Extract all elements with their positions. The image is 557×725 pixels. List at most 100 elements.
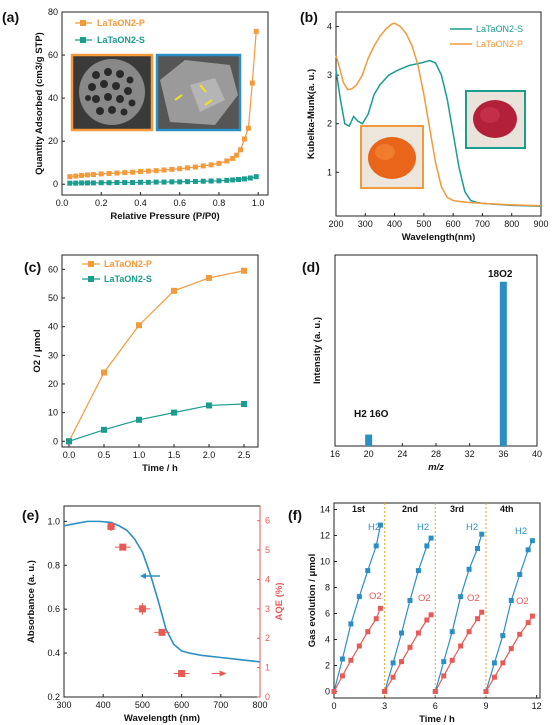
data-point (79, 172, 85, 178)
plot-frame (61, 11, 269, 196)
data-point (122, 170, 128, 176)
h2-point (428, 535, 434, 541)
data-point (171, 287, 177, 294)
data-point (67, 174, 73, 180)
o2-label-2: O2 (418, 593, 431, 604)
data-point (241, 136, 247, 142)
x-tick-label: 400 (96, 700, 111, 710)
cycle-label-2: 2nd (402, 504, 418, 514)
h2-point (373, 543, 379, 549)
data-point (98, 180, 104, 186)
data-point (200, 163, 206, 169)
h2-cycle-line (333, 524, 382, 692)
x-tick-label: 300 (56, 700, 71, 710)
h2-point (377, 522, 383, 528)
x-tick-label: 32 (465, 449, 475, 459)
h2-point (508, 598, 514, 603)
sem-image-solid (155, 53, 242, 132)
x-axis-label: Wavelength (nm) (124, 713, 200, 724)
panel-b: (b) 200 300 400 500 600 700 800 900 1 2 3 4 Waveleng… (300, 9, 549, 243)
h2-point (415, 568, 421, 574)
x-tick-label: 0.0 (63, 450, 76, 460)
data-point (185, 165, 191, 171)
data-point (208, 178, 214, 184)
series-line-s (68, 403, 245, 442)
h2-point (479, 531, 485, 537)
panel-d: (d) 16 20 24 28 32 36 40 m/z Intensity (a. u.) H… (302, 254, 542, 473)
x-axis-label: Wavelength(nm) (402, 232, 476, 243)
y-tick-label: 60 (48, 264, 58, 274)
x-tick-label: 1.5 (168, 450, 181, 460)
y2-tick-label: 5 (265, 545, 270, 555)
h2-point (458, 594, 464, 600)
data-point (145, 179, 151, 185)
o2-cycle-line (333, 608, 381, 692)
y2-tick-label: 1 (265, 663, 270, 673)
x-tick-label: 0.0 (56, 198, 69, 208)
o2-point (517, 631, 523, 637)
x-tick-label: 0.2 (95, 198, 108, 208)
data-point (98, 171, 104, 177)
annotation-o2: 18O2 (488, 269, 513, 280)
aqe-point (178, 669, 186, 677)
y-tick-label: 4 (325, 635, 330, 645)
o2-point (373, 616, 379, 622)
data-point (177, 179, 183, 185)
data-point (192, 164, 198, 170)
x-tick-label: 0 (331, 701, 336, 711)
legend-c-s-text: LaTaON2-S (104, 274, 152, 284)
o2-point (525, 620, 531, 626)
x-tick-label: 1.0 (133, 450, 146, 460)
data-point (169, 166, 175, 172)
panel-b-label: (b) (300, 9, 318, 25)
data-point (137, 179, 143, 185)
legend-b-p-text: LaTaON2-P (476, 39, 523, 49)
y-tick-label: 0 (53, 436, 58, 446)
x-tick-label: 500 (135, 700, 150, 710)
x-tick-label: 0.4 (134, 198, 147, 208)
h2-point (475, 546, 481, 551)
x-tick-label: 9 (483, 701, 488, 711)
y-tick-label: 8 (325, 583, 330, 593)
h2-point (424, 543, 430, 549)
data-point (238, 147, 244, 153)
data-point (145, 168, 151, 174)
y-tick-label: 14 (320, 505, 330, 515)
o2-cycle-line (485, 615, 533, 692)
spectrum-line-p (335, 22, 542, 207)
o2-point (441, 673, 447, 679)
o2-point (500, 660, 506, 666)
x-tick-label: 800 (252, 700, 267, 710)
y-tick-label: 1 (327, 167, 332, 177)
h2-point (466, 566, 472, 572)
o2-label-1: O2 (369, 591, 382, 602)
data-point (224, 177, 230, 183)
data-point (101, 426, 107, 433)
data-point (136, 322, 142, 329)
photo-orange-powder (360, 125, 424, 189)
y2-tick-label: 2 (265, 633, 270, 643)
legend-a-p-marker (80, 20, 86, 26)
annotation-h2o: H2 16O (354, 409, 389, 420)
h2-point (529, 538, 535, 544)
data-point (216, 160, 222, 166)
x-tick-label: 2.0 (203, 450, 216, 460)
y2-tick-label: 4 (265, 574, 270, 584)
h2-point (441, 659, 447, 665)
ms-bar (365, 434, 373, 446)
x-tick-label: 3 (382, 701, 387, 711)
y2-tick-label: 3 (265, 604, 270, 614)
y-axis-label: Absorbance (a. u.) (26, 560, 37, 643)
o2-point (491, 674, 497, 680)
panel-d-label: (d) (302, 259, 320, 275)
data-point (122, 180, 128, 186)
o2-point (331, 689, 337, 694)
y-tick-label: 4 (327, 22, 332, 32)
cycle-label-4: 4th (500, 504, 514, 514)
plot-frame (335, 11, 542, 217)
o2-point (424, 617, 430, 623)
o2-label-3: O2 (467, 593, 480, 604)
y-tick-label: 50 (48, 293, 58, 303)
o2-point (432, 689, 438, 694)
h2-point (449, 629, 455, 635)
